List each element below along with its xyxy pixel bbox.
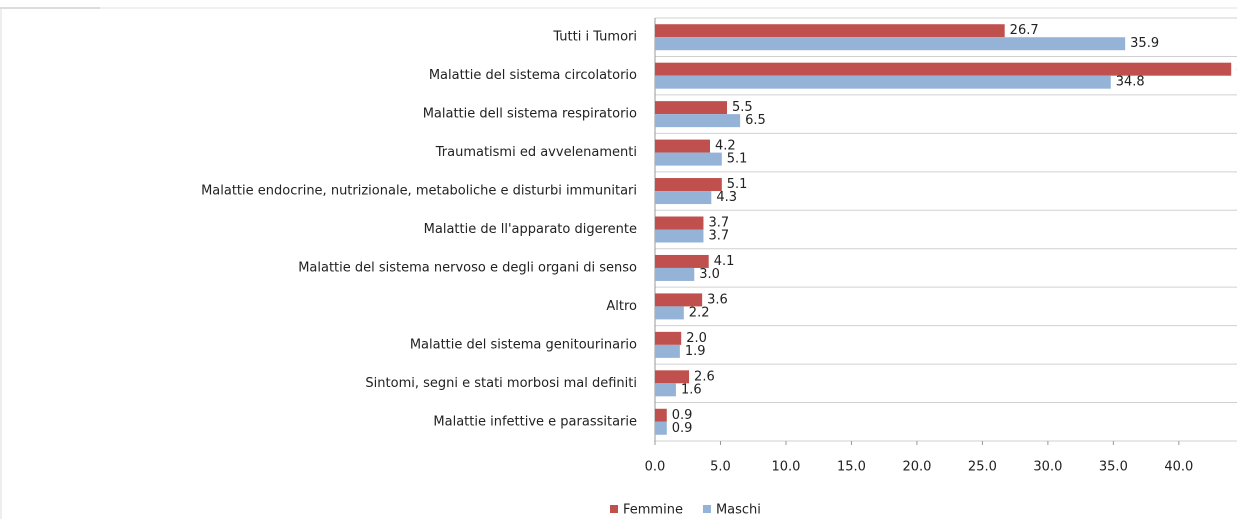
value-label: 2.0 xyxy=(686,331,707,346)
category-label: Malattie infettive e parassitarie xyxy=(433,414,637,429)
value-label: 4.3 xyxy=(716,190,737,205)
bar xyxy=(655,114,741,128)
value-label: 3.6 xyxy=(707,292,728,307)
bar xyxy=(655,293,703,307)
bar xyxy=(655,267,695,281)
value-label: 5.1 xyxy=(727,152,748,167)
bar xyxy=(655,331,682,345)
value-label: 5.5 xyxy=(732,100,753,115)
category-label: Altro xyxy=(606,299,637,314)
value-label: 34.8 xyxy=(1116,75,1145,90)
category-label: Malattie de ll'apparato digerente xyxy=(424,222,637,237)
x-tick-label: 10.0 xyxy=(771,460,800,475)
bar xyxy=(655,383,676,397)
value-label: 0.9 xyxy=(672,408,693,423)
category-label: Malattie del sistema genitourinario xyxy=(410,337,637,352)
x-tick-label: 35.0 xyxy=(1099,460,1128,475)
category-label: Tutti i Tumori xyxy=(552,30,637,45)
category-label: Traumatismi ed avvelenamenti xyxy=(435,145,637,160)
legend-swatch xyxy=(610,505,618,513)
legend-label: Femmine xyxy=(623,503,683,518)
value-label: 26.7 xyxy=(1010,23,1039,38)
value-label: 3.7 xyxy=(708,229,729,244)
bar xyxy=(655,37,1126,51)
x-tick-label: 15.0 xyxy=(837,460,866,475)
legend-label: Maschi xyxy=(716,503,761,518)
bar xyxy=(655,139,711,153)
value-label: 2.2 xyxy=(689,305,710,320)
value-label: 2.6 xyxy=(694,369,715,384)
category-label: Malattie endocrine, nutrizionale, metabo… xyxy=(201,184,637,199)
x-tick-label: 20.0 xyxy=(902,460,931,475)
bar xyxy=(655,254,709,268)
bar xyxy=(655,191,712,205)
bar xyxy=(655,152,722,166)
bar xyxy=(655,370,690,384)
category-label: Sintomi, segni e stati morbosi mal defin… xyxy=(365,376,637,391)
value-label: 35.9 xyxy=(1130,36,1159,51)
bar xyxy=(655,24,1005,38)
bar xyxy=(655,101,728,115)
category-label: Malattie dell sistema respiratorio xyxy=(423,107,637,122)
value-label: 3.7 xyxy=(708,216,729,231)
bar xyxy=(655,75,1111,89)
value-label: 4.2 xyxy=(715,139,736,154)
value-label: 6.5 xyxy=(745,113,766,128)
x-tick-label: 0.0 xyxy=(645,460,666,475)
x-tick-label: 5.0 xyxy=(710,460,731,475)
legend-swatch xyxy=(702,505,711,513)
bar xyxy=(655,306,684,320)
bar xyxy=(655,229,704,243)
bar xyxy=(655,344,680,358)
x-tick-label: 25.0 xyxy=(968,460,997,475)
x-tick-label: 30.0 xyxy=(1033,460,1062,475)
bar xyxy=(655,178,722,192)
value-label: 5.1 xyxy=(727,177,748,192)
value-label: 1.9 xyxy=(685,344,706,359)
value-label: 1.6 xyxy=(681,382,702,397)
value-label: 4.1 xyxy=(714,254,735,269)
bar xyxy=(655,408,667,422)
value-label: 0.9 xyxy=(672,421,693,436)
bar xyxy=(655,62,1232,76)
value-label: 3.0 xyxy=(699,267,720,282)
bar xyxy=(655,216,704,230)
x-tick-label: 40.0 xyxy=(1164,460,1193,475)
category-label: Malattie del sistema circolatorio xyxy=(429,68,637,83)
category-label: Malattie del sistema nervoso e degli org… xyxy=(298,260,637,275)
bar xyxy=(655,421,667,435)
